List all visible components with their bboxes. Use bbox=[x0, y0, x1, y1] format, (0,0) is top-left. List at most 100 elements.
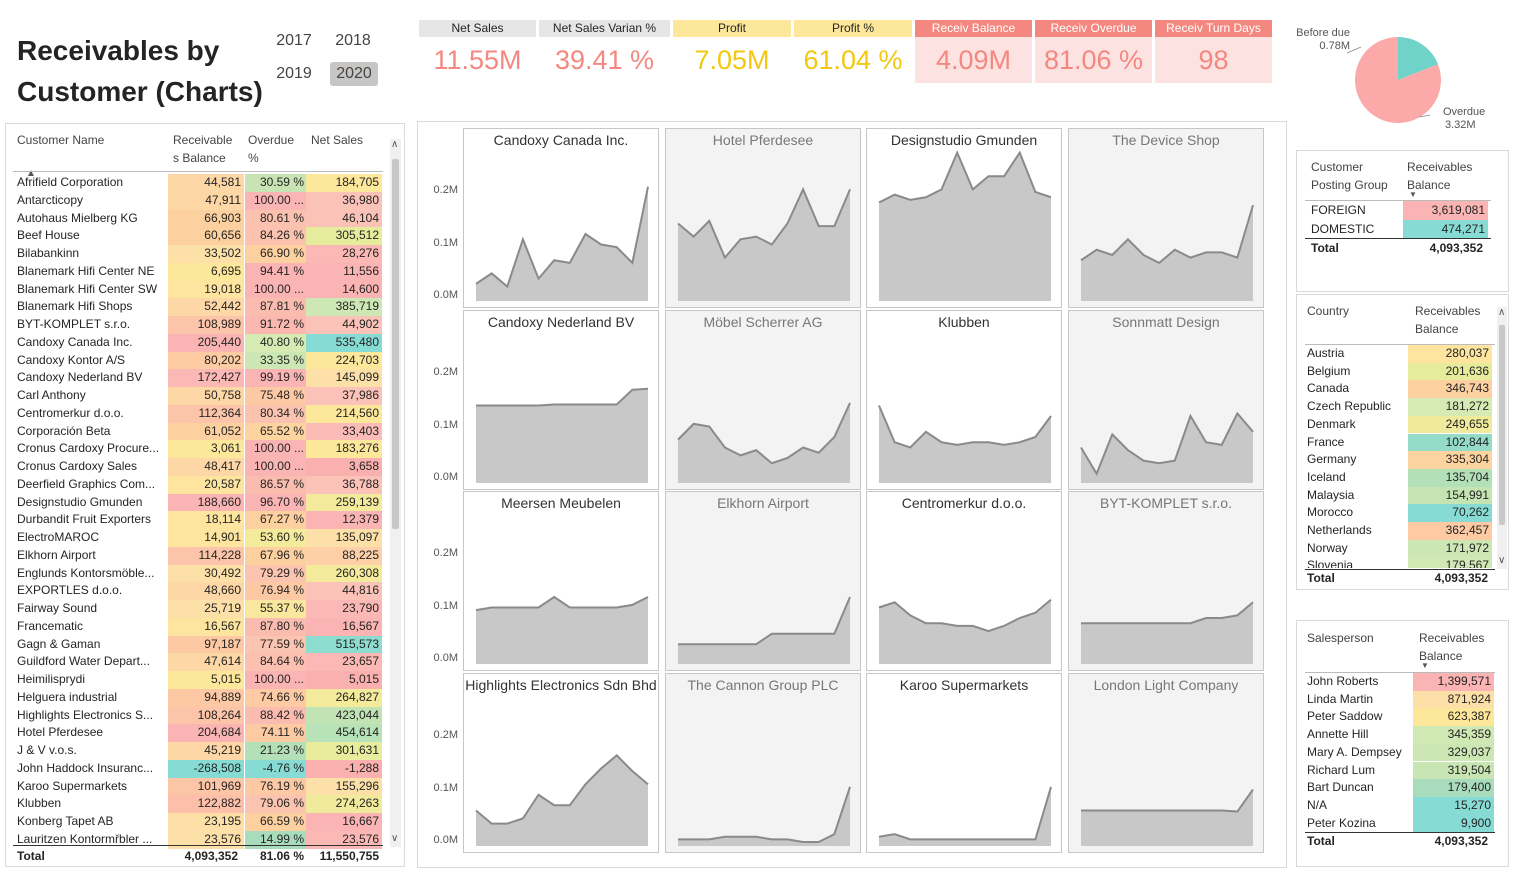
table-row[interactable]: FOREIGN 3,619,081 bbox=[1297, 201, 1497, 220]
small-multiple-tile[interactable]: London Light Company bbox=[1068, 673, 1264, 853]
small-multiple-tile[interactable]: Klubben bbox=[866, 310, 1062, 490]
table-row[interactable]: Gagn & Gaman 97,187 77.59 % 515,573 bbox=[6, 635, 391, 654]
scrollbar-thumb[interactable] bbox=[392, 159, 399, 529]
table-row[interactable]: Karoo Supermarkets 101,969 76.19 % 155,296 bbox=[6, 777, 391, 796]
table-row[interactable]: Netherlands 362,457 bbox=[1297, 522, 1497, 540]
table-row[interactable]: Heimilisprydi 5,015 100.00 ... 5,015 bbox=[6, 671, 391, 689]
country-scroll-down-icon[interactable]: ∨ bbox=[1498, 555, 1506, 566]
table-row[interactable]: Czech Republic 181,272 bbox=[1297, 398, 1497, 416]
table-row[interactable]: Peter Kozina 9,900 bbox=[1297, 814, 1497, 833]
table-row[interactable]: Blanemark Hifi Center NE 6,695 94.41 % 11,5… bbox=[6, 262, 391, 281]
small-multiple-tile[interactable]: Centromerkur d.o.o. bbox=[866, 491, 1062, 671]
table-row[interactable]: Helguera industrial 94,889 74.66 % 264,827 bbox=[6, 688, 391, 707]
table-row[interactable]: Blanemark Hifi Shops 52,442 87.81 % 385,719 bbox=[6, 298, 391, 316]
table-row[interactable]: Cronus Cardoxy Procure... 3,061 100.00 ...… bbox=[6, 440, 391, 458]
small-multiple-tile[interactable]: The Cannon Group PLC bbox=[665, 673, 861, 853]
table-row[interactable]: Guildford Water Depart... 47,614 84.64 % 23… bbox=[6, 653, 391, 671]
table-row[interactable]: Austria 280,037 bbox=[1297, 345, 1497, 363]
table-row[interactable]: Norway 171,972 bbox=[1297, 539, 1497, 558]
table-row[interactable]: Cronus Cardoxy Sales 48,417 100.00 ... 3,65… bbox=[6, 458, 391, 476]
table-row[interactable]: Belgium 201,636 bbox=[1297, 362, 1497, 381]
table-row[interactable]: Candoxy Canada Inc. 205,440 40.80 % 535,480 bbox=[6, 333, 391, 352]
table-row[interactable]: Fairway Sound 25,719 55.37 % 23,790 bbox=[6, 600, 391, 618]
small-multiple-tile[interactable]: Elkhorn Airport bbox=[665, 491, 861, 671]
table-row[interactable]: Francematic 16,567 87.80 % 16,567 bbox=[6, 617, 391, 636]
table-row[interactable]: John Haddock Insuranc... -268,508 -4.76 % -… bbox=[6, 759, 391, 778]
small-multiple-tile[interactable]: The Device Shop bbox=[1068, 128, 1264, 308]
year-2018-button[interactable]: 2018 bbox=[335, 32, 371, 49]
table-row[interactable]: Morocco 70,262 bbox=[1297, 504, 1497, 522]
table-row[interactable]: Deerfield Graphics Com... 20,587 86.57 % 36… bbox=[6, 475, 391, 494]
small-multiple-tile[interactable]: Sonnmatt Design bbox=[1068, 310, 1264, 490]
pie-slice-overdue[interactable] bbox=[1355, 37, 1441, 123]
small-multiple-tile[interactable]: Highlights Electronics Sdn Bhd bbox=[463, 673, 659, 853]
customer-table-scrollbar[interactable]: ∧ ∨ bbox=[390, 139, 401, 847]
small-multiple-tile[interactable]: Candoxy Nederland BV bbox=[463, 310, 659, 490]
table-row[interactable]: Lauritzen Kontormřbler ... 23,576 14.99 % 2… bbox=[6, 830, 391, 849]
small-multiple-tile[interactable]: Möbel Scherrer AG bbox=[665, 310, 861, 490]
header-country[interactable]: Country bbox=[1307, 304, 1350, 318]
table-row[interactable]: Annette Hill 345,359 bbox=[1297, 726, 1497, 744]
table-row[interactable]: Mary A. Dempsey 329,037 bbox=[1297, 743, 1497, 762]
table-row[interactable]: Canada 346,743 bbox=[1297, 380, 1497, 399]
table-row[interactable]: Englunds Kontorsmöble... 30,492 79.29 % 260… bbox=[6, 564, 391, 583]
table-row[interactable]: Malaysia 154,991 bbox=[1297, 486, 1497, 505]
header-country-balance[interactable]: Receivables Balance bbox=[1415, 302, 1480, 338]
table-row[interactable]: Richard Lum 319,504 bbox=[1297, 761, 1497, 780]
table-row[interactable]: EXPORTLES d.o.o. 48,660 76.94 % 44,816 bbox=[6, 582, 391, 600]
header-overdue[interactable]: Overdue % bbox=[248, 131, 294, 167]
table-row[interactable]: Afrifield Corporation 44,581 30.59 % 184,70… bbox=[6, 174, 391, 192]
small-multiple-tile[interactable]: Hotel Pferdesee bbox=[665, 128, 861, 308]
table-row[interactable]: BYT-KOMPLET s.r.o. 108,989 91.72 % 44,902 bbox=[6, 316, 391, 334]
table-row[interactable]: Beef House 60,656 84.26 % 305,512 bbox=[6, 227, 391, 245]
year-2020-button[interactable]: 2020 bbox=[330, 62, 378, 86]
table-row[interactable]: Centromerkur d.o.o. 112,364 80.34 % 214,560 bbox=[6, 404, 391, 423]
pie-slice-before-due[interactable] bbox=[1398, 37, 1439, 80]
table-row[interactable]: Klubben 122,882 79.06 % 274,263 bbox=[6, 795, 391, 813]
table-row[interactable]: Konberg Tapet AB 23,195 66.59 % 16,667 bbox=[6, 813, 391, 831]
small-multiple-tile[interactable]: Karoo Supermarkets bbox=[866, 673, 1062, 853]
table-row[interactable]: Carl Anthony 50,758 75.48 % 37,986 bbox=[6, 387, 391, 405]
header-net-sales[interactable]: Net Sales bbox=[311, 133, 364, 147]
table-row[interactable]: ElectroMAROC 14,901 53.60 % 135,097 bbox=[6, 529, 391, 547]
table-row[interactable]: Iceland 135,704 bbox=[1297, 468, 1497, 487]
country-table-scrollbar[interactable]: ∧ ∨ bbox=[1497, 307, 1507, 569]
table-row[interactable]: Autohaus Mielberg KG 66,903 80.61 % 46,104 bbox=[6, 209, 391, 228]
table-row[interactable]: Candoxy Kontor A/S 80,202 33.35 % 224,703 bbox=[6, 351, 391, 370]
small-multiple-tile[interactable]: Designstudio Gmunden bbox=[866, 128, 1062, 308]
table-row[interactable]: Durbandit Fruit Exporters 18,114 67.27 % 12… bbox=[6, 511, 391, 529]
header-pg-balance[interactable]: Receivables Balance bbox=[1407, 158, 1472, 194]
small-multiple-tile[interactable]: BYT-KOMPLET s.r.o. bbox=[1068, 491, 1264, 671]
table-row[interactable]: Hotel Pferdesee 204,684 74.11 % 454,614 bbox=[6, 724, 391, 742]
table-row[interactable]: DOMESTIC 474,271 bbox=[1297, 220, 1497, 239]
table-row[interactable]: Candoxy Nederland BV 172,427 99.19 % 145,09… bbox=[6, 369, 391, 387]
header-salesperson[interactable]: Salesperson bbox=[1307, 631, 1374, 645]
scroll-up-icon[interactable]: ∧ bbox=[391, 139, 399, 150]
table-row[interactable]: Linda Martin 871,924 bbox=[1297, 690, 1497, 709]
header-customer-name[interactable]: Customer Name bbox=[17, 133, 105, 147]
table-row[interactable]: Designstudio Gmunden 188,660 96.70 % 259,13… bbox=[6, 493, 391, 512]
table-row[interactable]: Blanemark Hifi Center SW 19,018 100.00 ...… bbox=[6, 280, 391, 299]
header-sp-balance[interactable]: Receivables Balance bbox=[1419, 629, 1484, 665]
year-2017-button[interactable]: 2017 bbox=[276, 32, 312, 49]
small-multiple-tile[interactable]: Candoxy Canada Inc. bbox=[463, 128, 659, 308]
table-row[interactable]: Bilabankinn 33,502 66.90 % 28,276 bbox=[6, 245, 391, 263]
scroll-down-icon[interactable]: ∨ bbox=[391, 833, 399, 844]
table-row[interactable]: Highlights Electronics S... 108,264 88.42 … bbox=[6, 706, 391, 725]
table-row[interactable]: Denmark 249,655 bbox=[1297, 415, 1497, 434]
year-2019-button[interactable]: 2019 bbox=[276, 65, 312, 82]
table-row[interactable]: Elkhorn Airport 114,228 67.96 % 88,225 bbox=[6, 546, 391, 565]
header-posting-group[interactable]: Customer Posting Group bbox=[1311, 158, 1388, 194]
country-scrollbar-thumb[interactable] bbox=[1499, 325, 1505, 525]
table-row[interactable]: Corporación Beta 61,052 65.52 % 33,403 bbox=[6, 422, 391, 441]
small-multiple-tile[interactable]: Meersen Meubelen bbox=[463, 491, 659, 671]
table-row[interactable]: J & V v.o.s. 45,219 21.23 % 301,631 bbox=[6, 742, 391, 760]
table-row[interactable]: N/A 15,270 bbox=[1297, 796, 1497, 815]
table-row[interactable]: Bart Duncan 179,400 bbox=[1297, 779, 1497, 797]
country-scroll-up-icon[interactable]: ∧ bbox=[1498, 307, 1506, 318]
table-row[interactable]: France 102,844 bbox=[1297, 433, 1497, 452]
table-row[interactable]: Peter Saddow 623,387 bbox=[1297, 708, 1497, 727]
table-row[interactable]: John Roberts 1,399,571 bbox=[1297, 673, 1497, 691]
table-row[interactable]: Germany 335,304 bbox=[1297, 451, 1497, 469]
header-receivables-balance[interactable]: Receivable s Balance bbox=[173, 131, 232, 167]
